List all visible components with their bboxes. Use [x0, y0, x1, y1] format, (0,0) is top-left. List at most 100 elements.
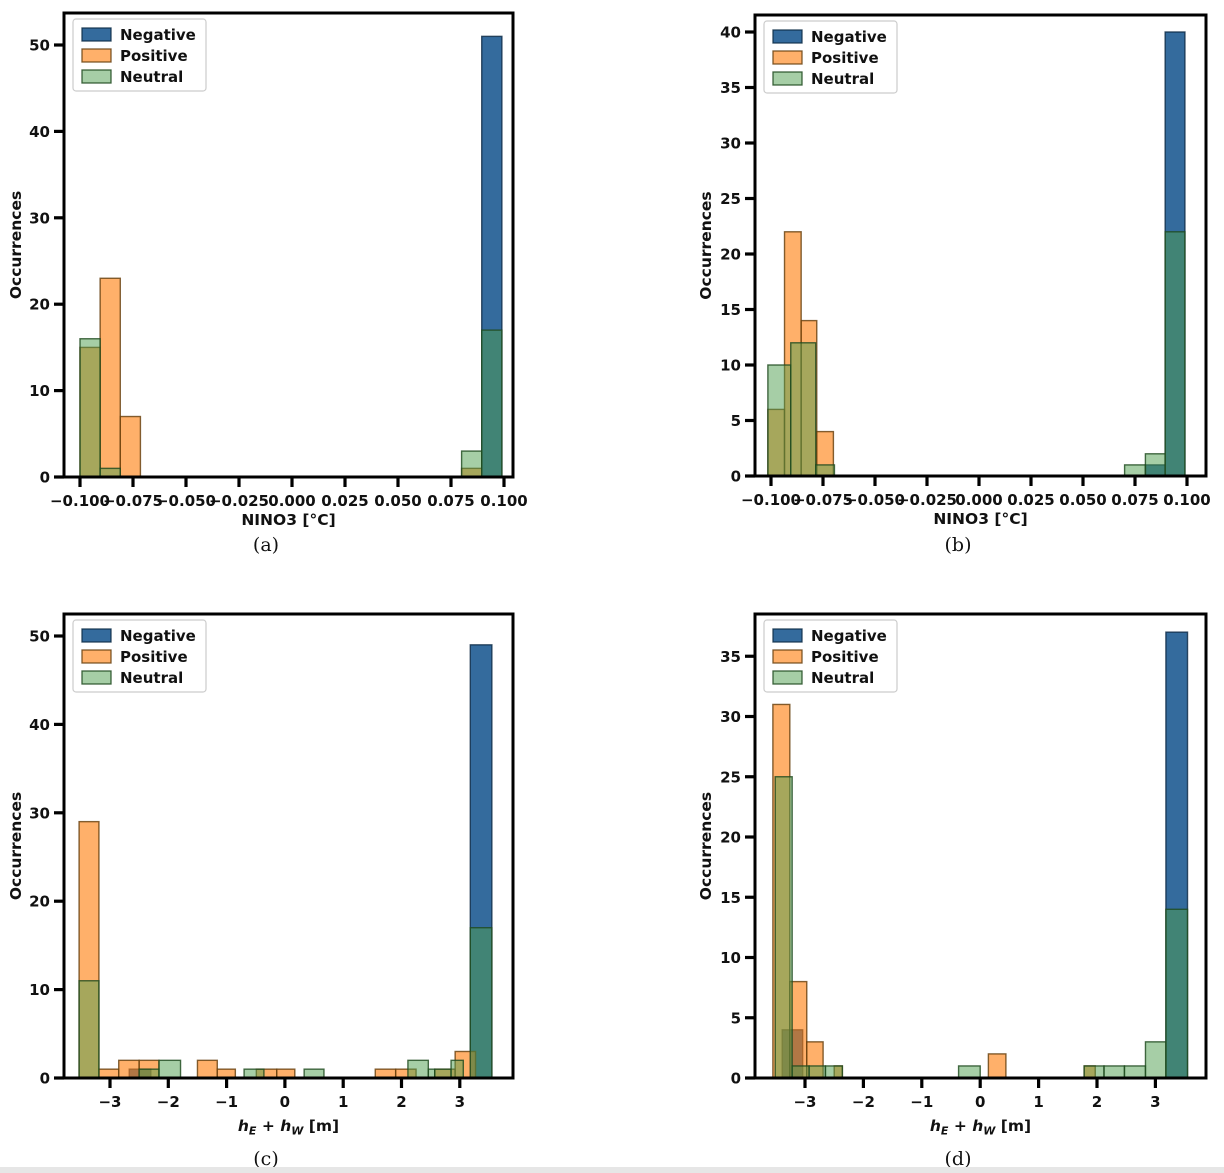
histogram-bar-neutral: [1123, 464, 1147, 477]
histogram-bar-neutral: [407, 1059, 430, 1079]
y-tick-label: 10: [29, 981, 50, 999]
legend-item-neutral: Neutral: [81, 68, 183, 86]
y-axis-label: Occurrences: [7, 191, 25, 299]
legend-label-negative: Negative: [811, 627, 887, 645]
legend-swatch-negative: [772, 29, 803, 44]
y-tick-label: 40: [29, 123, 50, 141]
histogram-bar-neutral: [481, 329, 503, 478]
histogram-bar-neutral: [78, 980, 100, 1079]
x-tick-label: 0.025: [321, 492, 368, 510]
legend-swatch-neutral: [772, 670, 803, 685]
x-tick-label: −3: [793, 1093, 816, 1111]
legend-item-negative: Negative: [81, 26, 196, 44]
x-axis-label: NINO3 [°C]: [933, 510, 1027, 528]
x-tick-label: 0.000: [268, 492, 315, 510]
x-tick-label: 1: [338, 1093, 348, 1111]
legend-label-positive: Positive: [811, 49, 879, 67]
x-tick-label: −0.025: [897, 491, 957, 509]
x-tick-label: −0.075: [793, 491, 853, 509]
y-axis-label: Occurrences: [697, 792, 715, 900]
legend: Negative Positive Neutral: [72, 619, 207, 693]
x-tick-label: 0.075: [1111, 491, 1158, 509]
y-tick-label: 30: [720, 135, 741, 153]
x-axis-label: NINO3 [°C]: [241, 511, 335, 529]
x-tick-label: 0.050: [374, 492, 421, 510]
histogram-bar-positive: [196, 1059, 218, 1079]
histogram-bar-positive: [99, 277, 121, 478]
y-tick-label: 0: [40, 1070, 50, 1088]
y-tick-label: 10: [720, 949, 741, 967]
series-positive: [772, 703, 1096, 1079]
y-tick-label: 5: [731, 412, 741, 430]
x-tick-label: 0.050: [1059, 491, 1106, 509]
legend: Negative Positive Neutral: [763, 619, 898, 693]
x-tick-label: −1: [910, 1093, 933, 1111]
y-tick-label: 40: [29, 716, 50, 734]
legend-label-negative: Negative: [811, 28, 887, 46]
legend-label-negative: Negative: [120, 26, 196, 44]
subplot-a-caption: (a): [252, 534, 280, 556]
series-positive: [79, 277, 483, 478]
histogram-bar-positive: [987, 1053, 1007, 1079]
subplot-d-caption: (d): [944, 1148, 972, 1170]
x-tick-label: 0: [975, 1093, 985, 1111]
y-tick-label: 30: [720, 708, 741, 726]
histogram-bar-neutral: [774, 776, 793, 1079]
y-tick-label: 35: [720, 648, 741, 666]
histogram-bar-neutral: [460, 450, 483, 478]
axes-frame: [62, 612, 515, 1080]
histogram-bar-neutral: [767, 364, 792, 477]
legend-swatch-positive: [81, 48, 112, 63]
x-tick-label: 3: [455, 1093, 465, 1111]
x-tick-label: −1: [215, 1093, 238, 1111]
x-tick-label: −0.050: [845, 491, 905, 509]
legend-item-neutral: Neutral: [772, 70, 874, 88]
series-neutral: [79, 329, 503, 478]
subplot-a: −0.100−0.075−0.050−0.025 0.000 0.025 0.050 0…: [7, 11, 528, 529]
x-tick-label: −0.050: [156, 492, 216, 510]
y-tick-label: 40: [720, 24, 741, 42]
x-tick-label: 3: [1150, 1093, 1160, 1111]
legend-label-negative: Negative: [120, 627, 196, 645]
legend-swatch-positive: [772, 50, 803, 65]
legend-swatch-negative: [81, 27, 112, 42]
histogram-bar-neutral: [957, 1065, 981, 1079]
legend-label-neutral: Neutral: [811, 70, 874, 88]
series-neutral: [774, 776, 1189, 1079]
legend-label-neutral: Neutral: [120, 669, 183, 687]
series-neutral: [767, 231, 1186, 477]
x-tick-label: −2: [852, 1093, 875, 1111]
x-tick-label: 0.025: [1007, 491, 1054, 509]
y-tick-label: 25: [720, 190, 741, 208]
y-tick-label: 0: [40, 469, 50, 487]
series-negative: [781, 631, 1189, 1079]
y-axis-label: Occurrences: [7, 792, 25, 900]
histogram-bar-neutral: [79, 338, 101, 478]
legend-swatch-neutral: [81, 69, 112, 84]
x-tick-label: 2: [396, 1093, 406, 1111]
y-tick-label: 30: [29, 804, 50, 822]
legend-swatch-negative: [81, 628, 112, 643]
legend-label-neutral: Neutral: [811, 669, 874, 687]
legend-label-positive: Positive: [120, 648, 188, 666]
legend-label-positive: Positive: [811, 648, 879, 666]
legend-item-neutral: Neutral: [772, 669, 874, 687]
x-tick-label: 0: [280, 1093, 290, 1111]
legend: Negative Positive Neutral: [72, 18, 207, 92]
legend-swatch-positive: [772, 649, 803, 664]
histogram-bar-neutral: [469, 927, 493, 1079]
histogram-bar-neutral: [791, 1065, 810, 1079]
histogram-bar-positive: [119, 415, 142, 478]
y-axis-label: Occurrences: [697, 191, 715, 299]
x-tick-label: 0.100: [1163, 491, 1210, 509]
histogram-bar-neutral: [815, 464, 836, 477]
histogram-bar-neutral: [790, 342, 817, 477]
legend-swatch-positive: [81, 649, 112, 664]
y-tick-label: 15: [720, 889, 741, 907]
legend-item-positive: Positive: [81, 47, 188, 65]
x-tick-label: −0.100: [741, 491, 801, 509]
